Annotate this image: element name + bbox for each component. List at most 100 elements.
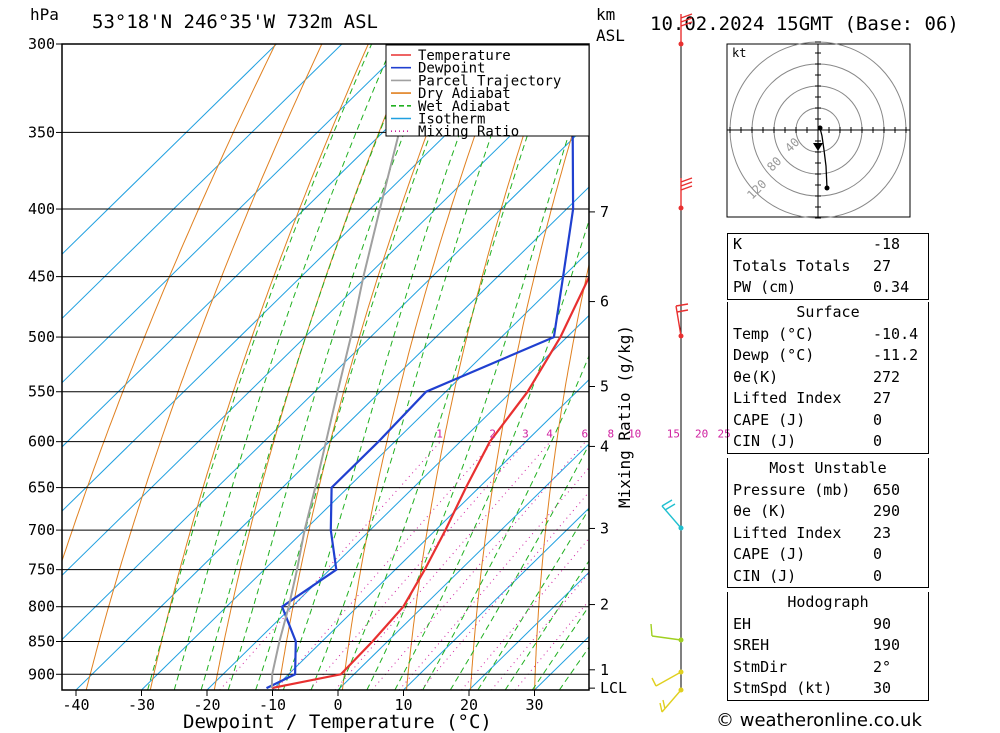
wind-barb [659, 689, 682, 713]
index-row: CAPE (J) 0 [728, 410, 928, 432]
temperature-tick-label: -40 [62, 696, 89, 714]
wind-barb [680, 13, 693, 44]
index-key: Lifted Index [733, 523, 842, 542]
mixing-ratio-line [461, 537, 589, 690]
pressure-tick-label: 450 [28, 268, 55, 286]
isotherm-line [272, 379, 589, 690]
mixing-ratio-line [334, 441, 551, 690]
index-row: θe(K) 272 [728, 367, 928, 389]
hodograph-point [817, 125, 823, 131]
wet-adiabat-line [449, 443, 589, 690]
pressure-axis-labels: 300 350 400 450 500 550 600 650 700 750 800 850 900 [28, 35, 55, 683]
mixing-ratio-line [371, 441, 586, 690]
index-row: Lifted Index 27 [728, 388, 928, 410]
height-tick-label: LCL [600, 679, 627, 697]
index-row: EH 90 [728, 614, 928, 636]
index-key: SREH [733, 636, 770, 654]
table-section-title: Most Unstable [769, 459, 887, 477]
index-value: -18 [873, 235, 901, 253]
dewpoint-curve [266, 105, 589, 690]
surface-table: Surface Temp (°C) -10.4 Dewp (°C) -11.2 θe(K)… [727, 302, 929, 454]
dry-adiabat-line [470, 77, 589, 690]
wind-barb [651, 671, 682, 687]
index-row: Pressure (mb) 650 [728, 480, 928, 502]
pressure-tick-label: 400 [28, 200, 55, 218]
dry-adiabat-line [341, 44, 508, 690]
legend-label: Dry Adiabat [418, 86, 511, 102]
index-row: CIN (J) 0 [728, 431, 928, 453]
index-row: Totals Totals 27 [728, 256, 928, 278]
index-key: CIN (J) [733, 566, 797, 585]
hodograph-point [824, 185, 830, 191]
mixing-ratio-line [398, 467, 589, 690]
temperature-axis-labels: -40 -30 -20 -10 0 10 20 30 [62, 690, 544, 714]
dry-adiabat-line [599, 44, 694, 690]
index-value: 2° [873, 657, 892, 676]
mixing-ratio-line [219, 441, 441, 690]
index-row: Temp (°C) -10.4 [728, 324, 928, 346]
index-value: -10.4 [873, 324, 919, 343]
wet-adiabat-line [394, 218, 589, 690]
isotherm-line [62, 122, 589, 641]
pressure-unit-label: hPa [30, 5, 59, 24]
index-row: StmSpd (kt) 30 [728, 678, 928, 700]
index-row: K -18 [728, 234, 928, 256]
wet-adiabat-line [173, 44, 394, 690]
plot-frame [61, 43, 590, 691]
wind-barb [650, 623, 682, 641]
isotherm-line [62, 44, 343, 320]
height-unit-km: km [596, 5, 615, 24]
height-tick-label: 5 [600, 378, 609, 396]
isotherm-line [62, 57, 589, 576]
most-unstable-table: Most Unstable Pressure (mb) 650 θe (K) 290 Li… [727, 458, 929, 588]
dry-adiabat-line [85, 44, 323, 690]
mixing-ratio-line [274, 441, 494, 690]
wind-barb [680, 177, 693, 208]
height-tick-label: 2 [600, 596, 609, 614]
mixing-ratio-label: 8 [607, 428, 614, 441]
mixing-ratio-label: 6 [582, 428, 589, 441]
index-key: StmDir [733, 657, 788, 676]
temperature-tick-label: 20 [460, 696, 478, 714]
mixing-ratio-label: 10 [628, 428, 641, 441]
isotherm-line [62, 44, 474, 448]
date-title: 10.02.2024 15GMT (Base: 06) [650, 13, 959, 35]
wet-adiabat-line [338, 44, 559, 690]
temperature-tick-label: 10 [394, 696, 412, 714]
mixing-ratio-label: 20 [695, 428, 708, 441]
pressure-tick-label: 650 [28, 479, 55, 497]
index-key: θe (K) [733, 502, 788, 520]
index-key: CAPE (J) [733, 410, 806, 429]
index-value: 272 [873, 367, 901, 386]
pressure-tick-label: 550 [28, 383, 55, 401]
index-key: Totals Totals [733, 256, 851, 275]
table-section-title: Surface [796, 303, 860, 321]
wet-adiabat-line [504, 559, 589, 690]
dry-adiabat-line [277, 44, 462, 690]
index-row: Dewp (°C) -11.2 [728, 345, 928, 367]
mixing-ratio-axis-label: Mixing Ratio (g/kg) [615, 325, 634, 508]
index-value: 0 [873, 545, 883, 563]
index-value: 27 [873, 389, 892, 407]
index-key: Dewp (°C) [733, 346, 815, 364]
index-key: K [733, 235, 743, 253]
wet-adiabat-line [310, 44, 524, 690]
index-row: CIN (J) 0 [728, 566, 928, 588]
legend-label: Temperature [418, 48, 511, 64]
x-axis-label: Dewpoint / Temperature (°C) [183, 711, 492, 733]
temperature-tick-label: -10 [259, 696, 286, 714]
pressure-tick-label: 350 [28, 123, 55, 141]
index-value: 290 [873, 502, 901, 520]
pressure-tick-label: 750 [28, 561, 55, 579]
isotherm-line [141, 250, 589, 690]
profile-curves [266, 44, 589, 690]
wet-adiabat-line [255, 44, 466, 690]
index-row: SREH 190 [728, 635, 928, 657]
dry-adiabat-line [149, 44, 369, 690]
temperature-curve [271, 274, 589, 690]
wet-adiabat-line [366, 69, 589, 690]
location-title: 53°18'N 246°35'W 732m ASL [92, 11, 378, 33]
table-section-title: Hodograph [787, 593, 869, 611]
